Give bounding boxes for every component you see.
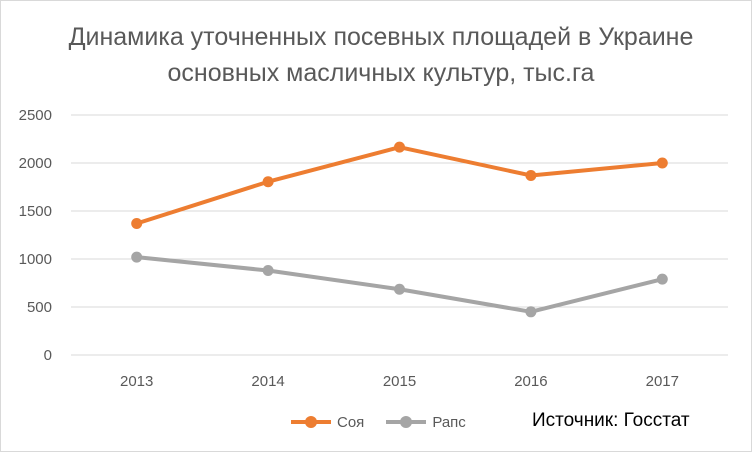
data-point-rapeseed [525, 306, 537, 318]
legend-item-rapeseed: Рапс [386, 413, 466, 431]
data-point-rapeseed [656, 273, 668, 285]
series-points [131, 141, 668, 318]
x-tick-label: 2015 [383, 373, 416, 390]
legend-label-soy: Соя [337, 413, 365, 431]
y-tick-label: 0 [44, 347, 52, 364]
data-point-soy [394, 141, 405, 153]
y-tick-label: 1500 [19, 203, 52, 220]
legend: Соя Рапс [291, 411, 466, 433]
legend-item-soy: Соя [291, 414, 364, 431]
data-point-soy [262, 176, 274, 188]
x-tick-label: 2017 [646, 373, 679, 390]
series-line-soy [134, 145, 665, 226]
gridlines [71, 114, 728, 356]
x-tick-label: 2014 [251, 373, 284, 390]
legend-swatch-rapeseed [386, 415, 427, 429]
data-point-rapeseed [262, 265, 274, 277]
data-point-soy [656, 157, 668, 169]
legend-label-rapeseed: Рапс [432, 413, 466, 431]
data-point-soy [525, 169, 537, 181]
x-tick-label: 2013 [120, 373, 153, 390]
y-tick-label: 1000 [19, 251, 52, 268]
data-point-rapeseed [394, 283, 405, 295]
x-tick-label: 2016 [514, 373, 547, 390]
data-point-soy [131, 217, 143, 229]
data-point-rapeseed [131, 251, 143, 263]
y-tick-label: 2000 [19, 155, 52, 172]
y-axis-ticks: 0 500 1000 1500 2000 2500 [19, 107, 52, 364]
x-axis-ticks: 2013 2014 2015 2016 2017 [120, 373, 679, 390]
y-tick-label: 2500 [19, 107, 52, 124]
chart-title: Динамика уточненных посевных площадей в … [68, 23, 694, 87]
y-tick-label: 500 [27, 299, 52, 316]
source-note: Источник: Госстат [532, 410, 690, 431]
legend-swatch-soy [291, 415, 331, 429]
